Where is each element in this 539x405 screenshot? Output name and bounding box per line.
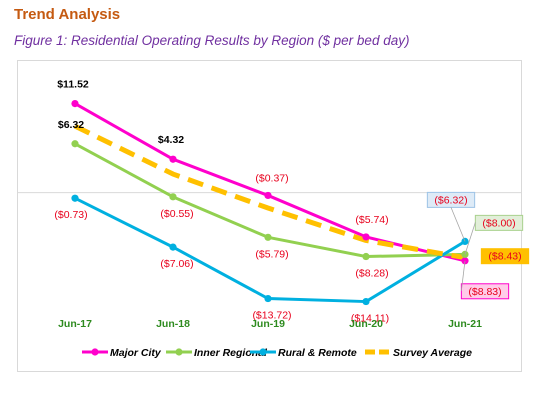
data-point-major-city [362, 233, 370, 241]
data-label: $6.32 [58, 119, 84, 131]
data-label: ($0.73) [54, 209, 87, 221]
data-label: $11.52 [57, 79, 89, 91]
data-label: ($5.74) [355, 214, 388, 226]
data-point-rural-remote [264, 294, 272, 303]
data-point-major-city [169, 155, 177, 163]
section-heading: Trend Analysis [14, 6, 121, 23]
legend-item-rural-remote: Rural & Remote [250, 347, 357, 359]
data-label: ($14.11) [351, 313, 389, 325]
legend-marker [175, 348, 183, 356]
legend-label: Inner Regional [194, 347, 268, 359]
data-label: ($8.28) [355, 268, 388, 280]
legend-marker [259, 348, 267, 356]
data-label: ($8.00) [482, 217, 515, 229]
data-point-inner-regional [71, 140, 79, 148]
leader-line [450, 207, 466, 242]
x-tick-label: Jun-17 [58, 318, 92, 330]
data-label: ($13.72) [252, 310, 291, 322]
data-point-inner-regional [264, 233, 272, 241]
data-label: ($0.55) [160, 208, 193, 220]
data-label: ($8.83) [468, 286, 501, 298]
data-point-rural-remote [169, 243, 177, 251]
data-label: $4.32 [158, 134, 184, 146]
legend-label: Rural & Remote [278, 347, 357, 359]
legend-marker [91, 348, 99, 356]
legend-item-inner-regional: Inner Regional [166, 347, 268, 359]
data-label-box [460, 283, 510, 300]
data-label: ($7.06) [160, 258, 193, 270]
leader-line [464, 222, 476, 255]
series-line-survey-average [73, 123, 466, 261]
data-point-rural-remote [71, 194, 79, 202]
x-tick-label: Jun-20 [349, 318, 383, 330]
x-tick-label: Jun-18 [156, 318, 190, 330]
legend-label: Major City [110, 347, 162, 359]
legend-item-survey-average: Survey Average [365, 347, 472, 359]
data-point-inner-regional [169, 193, 177, 201]
data-point-major-city [264, 191, 272, 200]
data-label: ($0.37) [255, 172, 288, 184]
x-tick-label: Jun-21 [448, 318, 482, 330]
data-point-rural-remote [362, 297, 370, 306]
data-label: ($6.32) [434, 194, 467, 206]
data-label: ($5.79) [255, 248, 288, 260]
leader-line [460, 260, 466, 291]
x-tick-label: Jun-19 [251, 318, 285, 330]
data-point-inner-regional [362, 252, 370, 261]
data-point-major-city [71, 100, 79, 108]
legend-label: Survey Average [393, 347, 472, 359]
legend-item-major-city: Major City [82, 347, 162, 359]
figure-caption: Figure 1: Residential Operating Results … [14, 33, 410, 48]
data-label: ($8.43) [488, 251, 521, 263]
data-label-box [480, 248, 530, 265]
